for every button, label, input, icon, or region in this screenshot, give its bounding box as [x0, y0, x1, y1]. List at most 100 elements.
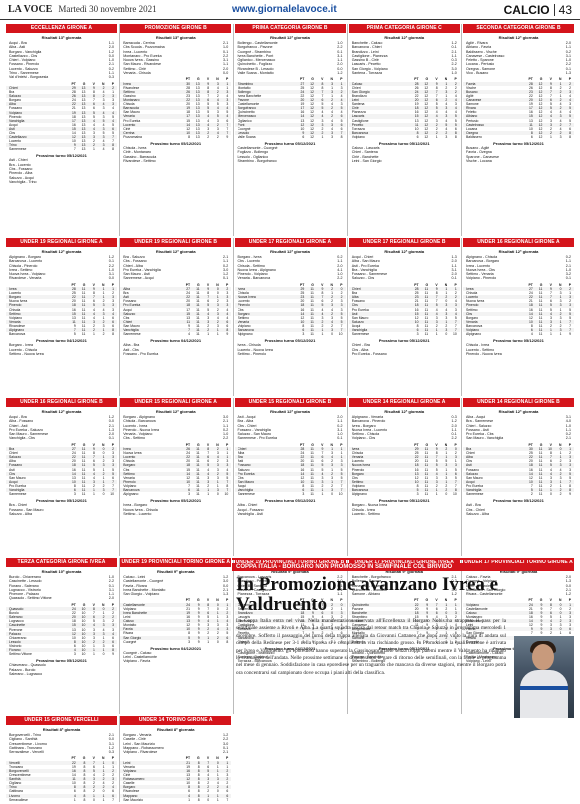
table-cell: 9: [311, 606, 314, 611]
table-cell: 3: [216, 81, 219, 86]
table-cell: 4: [112, 631, 114, 636]
table-cell: 5: [454, 118, 457, 123]
table-row: Agliè 22 12 7 1 4: [463, 94, 574, 98]
result-row: Barcanova - Pinerolo 1-2: [349, 419, 460, 423]
table-cell: 3: [112, 451, 114, 456]
table-cell: 29: [300, 287, 305, 292]
result-row: Chieri - Asti 2-1: [6, 424, 117, 428]
table-row: Pecetto 11 12 2 5 5: [348, 122, 460, 127]
table-cell: 25: [414, 291, 419, 296]
table-cell: 3: [550, 319, 552, 324]
table-cell: Venaria: [123, 114, 135, 119]
table-cell: 1: [559, 295, 562, 300]
league-title: UNDER 15 REGIONALI GIRONE A: [120, 398, 232, 407]
table-cell: 9: [311, 627, 314, 632]
table-cell: 12: [424, 114, 429, 119]
table-cell: 7: [226, 130, 229, 135]
table-header-cell: P: [111, 81, 114, 86]
result-row: Borgaro - Vanchiglia 1-2: [6, 50, 117, 54]
table-cell: 4: [216, 106, 219, 111]
match-teams: Castellamonte - Cuorgnè: [123, 579, 164, 584]
match-teams: Pro Eureka - Saluzzo: [9, 427, 43, 432]
match-teams: Barcanova - Pinerolo: [351, 419, 386, 424]
table-cell: 11: [538, 303, 543, 308]
table-cell: 25: [300, 291, 305, 296]
table-cell: 2: [445, 635, 448, 640]
match-score: 2-1: [223, 255, 229, 259]
table-cell: 1: [207, 492, 210, 497]
table-cell: 14: [414, 619, 419, 624]
table-cell: 6: [340, 126, 343, 131]
table-cell: Nuova Ivrea: [237, 295, 256, 300]
result-row: Barcanova - Borgaro 1-1: [463, 259, 574, 263]
table-cell: 2: [559, 106, 562, 111]
table-cell: 12: [538, 114, 543, 119]
round-subtitle: Risultati 8ª giornata: [42, 727, 81, 732]
table-cell: 4: [93, 126, 95, 131]
table-cell: 8: [207, 447, 210, 452]
table-cell: 24: [529, 602, 533, 607]
table-cell: 3: [550, 479, 552, 484]
table-cell: Pro Eureka: [123, 303, 141, 308]
table-cell: 8: [435, 291, 438, 296]
table-cell: 10: [81, 607, 86, 612]
result-row: Sanremese - Pro Eureka 0-1: [235, 436, 346, 440]
table-cell: 3: [331, 134, 333, 139]
table-cell: 18: [529, 610, 533, 615]
table-cell: 3: [102, 135, 105, 140]
table-row: Venaria 17 13 4 5 4: [120, 114, 232, 119]
match-score: 1-1: [451, 583, 457, 588]
table-cell: 3: [569, 455, 571, 460]
table-cell: 13: [81, 106, 86, 111]
table-cell: 11: [424, 463, 429, 468]
table-cell: 4: [435, 311, 438, 316]
table-cell: 11: [310, 311, 314, 316]
site-url[interactable]: www.giornalelavoce.it: [232, 4, 337, 15]
table-cell: 2: [331, 106, 333, 111]
match-score: 1-1: [451, 427, 457, 432]
table-cell: 0: [559, 447, 562, 452]
table-cell: 10: [81, 627, 86, 632]
table-row: Livorno 4 8 1 1 6: [6, 793, 117, 798]
match-teams: Barracuda - Cerrina: [123, 41, 155, 45]
table-cell: 10: [224, 492, 229, 497]
table-cell: Samone: [466, 102, 479, 107]
table-cell: 1: [331, 447, 333, 452]
league-title: UNDER 19 REGIONALI GIRONE B: [120, 238, 232, 247]
table-cell: 3: [321, 479, 324, 484]
table-cell: San Mauro: [123, 110, 140, 115]
table-cell: 11: [196, 319, 200, 324]
table-cell: 5: [435, 106, 438, 111]
table-cell: 11: [538, 332, 543, 337]
match-score: 2-1: [108, 62, 114, 67]
table-header-cell: N: [216, 77, 219, 82]
table-cell: Chieri: [237, 447, 247, 452]
table-cell: 0: [559, 602, 562, 607]
table-header-cell: PT: [185, 756, 191, 761]
table-cell: 3: [569, 303, 571, 308]
table-cell: 2: [216, 93, 219, 98]
table-row: Asti 20 11 6 2 3: [235, 459, 346, 463]
table-cell: 1: [102, 793, 105, 798]
table-cell: 3: [559, 315, 562, 320]
table-cell: Ivrea: [123, 447, 131, 452]
table-cell: 11: [538, 455, 543, 460]
table-cell: 0: [445, 492, 448, 497]
table-header-cell: V: [92, 282, 95, 287]
table-cell: Palazzo: [9, 631, 22, 636]
table-header-cell: N: [102, 442, 105, 447]
table-cell: 12: [529, 623, 533, 628]
table-cell: 1: [340, 455, 343, 460]
result-row: Baldissero - Vische 0-2: [463, 50, 574, 54]
table-row: Borgaro 18 11 5 3 3: [120, 463, 232, 468]
table-cell: 22: [529, 295, 533, 300]
table-cell: 5: [454, 122, 457, 127]
table-cell: Volpiano: [237, 323, 251, 328]
table-cell: 5: [226, 471, 229, 476]
table-row: Pinerolo 18 11 5 3 3: [6, 303, 117, 308]
results-list: Barcanova - Lascaris 2-2 Brandizzo - Pecet…: [235, 575, 346, 596]
table-cell: Pro Eureka: [466, 483, 483, 488]
table-cell: 11: [310, 295, 314, 300]
table-cell: 4: [207, 118, 210, 123]
match-teams: Chisola - Barcanova: [123, 419, 156, 424]
